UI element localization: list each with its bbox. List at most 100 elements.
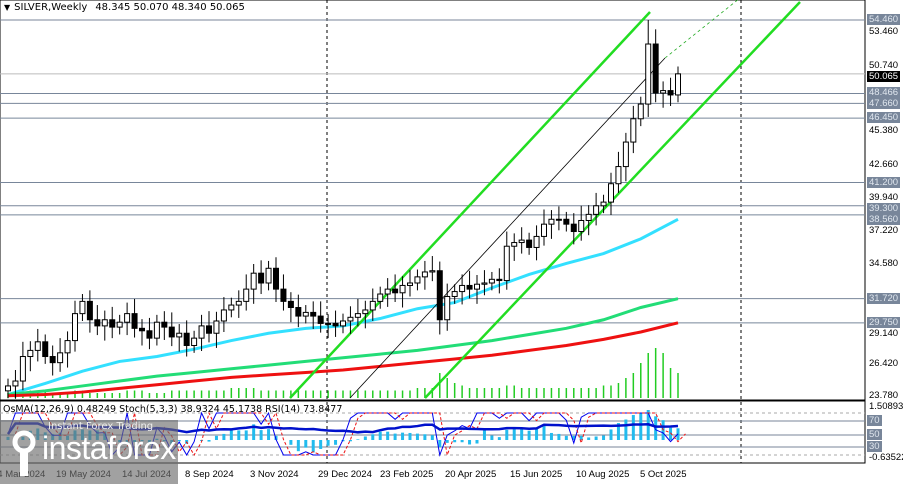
price-level-label: 48.466 [867,87,901,99]
bullish-candle [421,271,428,278]
price-label: 50.740 [869,59,899,71]
bullish-candle [622,141,629,168]
bearish-candle [94,319,101,327]
bearish-candle [139,327,145,332]
channel-mid-line [349,57,666,399]
date-label: 15 Jun 2025 [510,469,563,480]
date-label: 23 Feb 2025 [380,469,434,480]
bearish-candle [161,321,168,328]
bearish-candle [496,278,503,282]
bearish-candle [667,90,674,96]
bearish-candle [49,356,56,364]
bearish-candle [168,326,175,338]
bullish-candle [600,201,607,207]
bullish-candle [459,284,466,293]
price-label: 45.380 [869,125,899,137]
bearish-candle [652,43,659,94]
bullish-candle [384,288,391,295]
bullish-candle [325,322,332,325]
bearish-candle [287,300,294,309]
bullish-candle [153,321,160,339]
date-label: 29 Dec 2024 [318,469,372,480]
bullish-candle [399,284,406,294]
current-price-label: 50.065 [867,70,901,82]
bearish-candle [258,272,265,284]
bullish-candle [19,356,26,382]
price-level-label: 41.200 [867,176,901,188]
bearish-candle [206,325,212,334]
date-label: 3 Nov 2024 [250,469,299,480]
bearish-candle [310,311,317,317]
bullish-candle [548,218,555,225]
bearish-candle [392,288,399,294]
oscillator-axis-label: -0.63522 [869,452,903,463]
bullish-candle [488,278,495,284]
price-level-label: 38.560 [867,213,901,225]
bullish-candle [27,349,34,358]
bullish-candle [243,288,250,302]
bullish-candle [511,242,518,247]
dropdown-triangle-icon[interactable]: ▼ [4,3,11,12]
price-level-label: 31.720 [867,292,901,304]
date-label: 20 Apr 2025 [445,469,497,480]
bullish-candle [645,43,652,105]
bullish-candle [503,245,510,282]
bearish-candle [86,300,93,321]
price-label: 39.940 [869,191,899,203]
bullish-candle [5,385,11,392]
bearish-candle [183,332,190,346]
oscillator-axis-label: 70 [867,415,882,426]
price-label: 37.220 [869,225,899,237]
bullish-candle [414,276,421,284]
price-level-label: 54.460 [867,14,901,25]
bullish-candle [12,380,19,387]
bearish-candle [563,218,570,225]
price-level-label: 39.300 [867,202,901,214]
bearish-candle [295,307,302,317]
oscillator-label: OsMA(12,26,9) 0.48249 Stoch(5,3,3) 38.93… [3,404,343,415]
bullish-candle [377,293,384,302]
bullish-candle [250,272,257,290]
price-level-label: 29.750 [867,316,901,328]
oscillator-axis-label: 1.50893 [869,400,903,412]
bullish-candle [213,320,220,334]
bullish-candle [101,319,108,327]
oscillator-axis-label: 30 [867,441,882,452]
candlesticks [5,20,681,399]
bearish-candle [280,288,287,302]
bullish-candle [347,316,354,322]
price-label: 29.140 [869,327,899,339]
bearish-candle [317,315,324,324]
bullish-candle [191,337,198,346]
oscillator-axis-label: 50 [867,429,882,440]
bullish-candle [593,205,600,215]
bullish-candle [660,90,667,94]
bullish-candle [302,311,309,317]
instaforex-logo-icon [12,430,36,476]
price-label: 53.460 [869,26,899,38]
ma-mid-line [7,297,679,397]
volume-bars [7,348,679,398]
date-label: 10 Aug 2025 [576,469,630,480]
bearish-candle [526,239,533,248]
symbol-label: SILVER,Weekly [14,2,88,13]
ma-slow-line [7,321,679,398]
bullish-candle [578,219,585,233]
bullish-candle [675,73,681,96]
bearish-candle [332,322,339,327]
bullish-candle [533,235,540,248]
bullish-candle [362,309,369,315]
date-label: 5 Oct 2025 [640,469,687,480]
bullish-candle [265,267,272,284]
bullish-candle [340,320,346,327]
instaforex-watermark: Instant Forex Trading instaforex [0,420,178,484]
bullish-candle [541,223,547,237]
bearish-candle [273,267,279,290]
bullish-candle [615,166,622,185]
price-label: 23.780 [869,389,899,401]
bearish-candle [131,313,138,329]
bullish-candle [429,270,436,273]
bearish-candle [146,330,153,339]
bullish-candle [451,291,458,297]
